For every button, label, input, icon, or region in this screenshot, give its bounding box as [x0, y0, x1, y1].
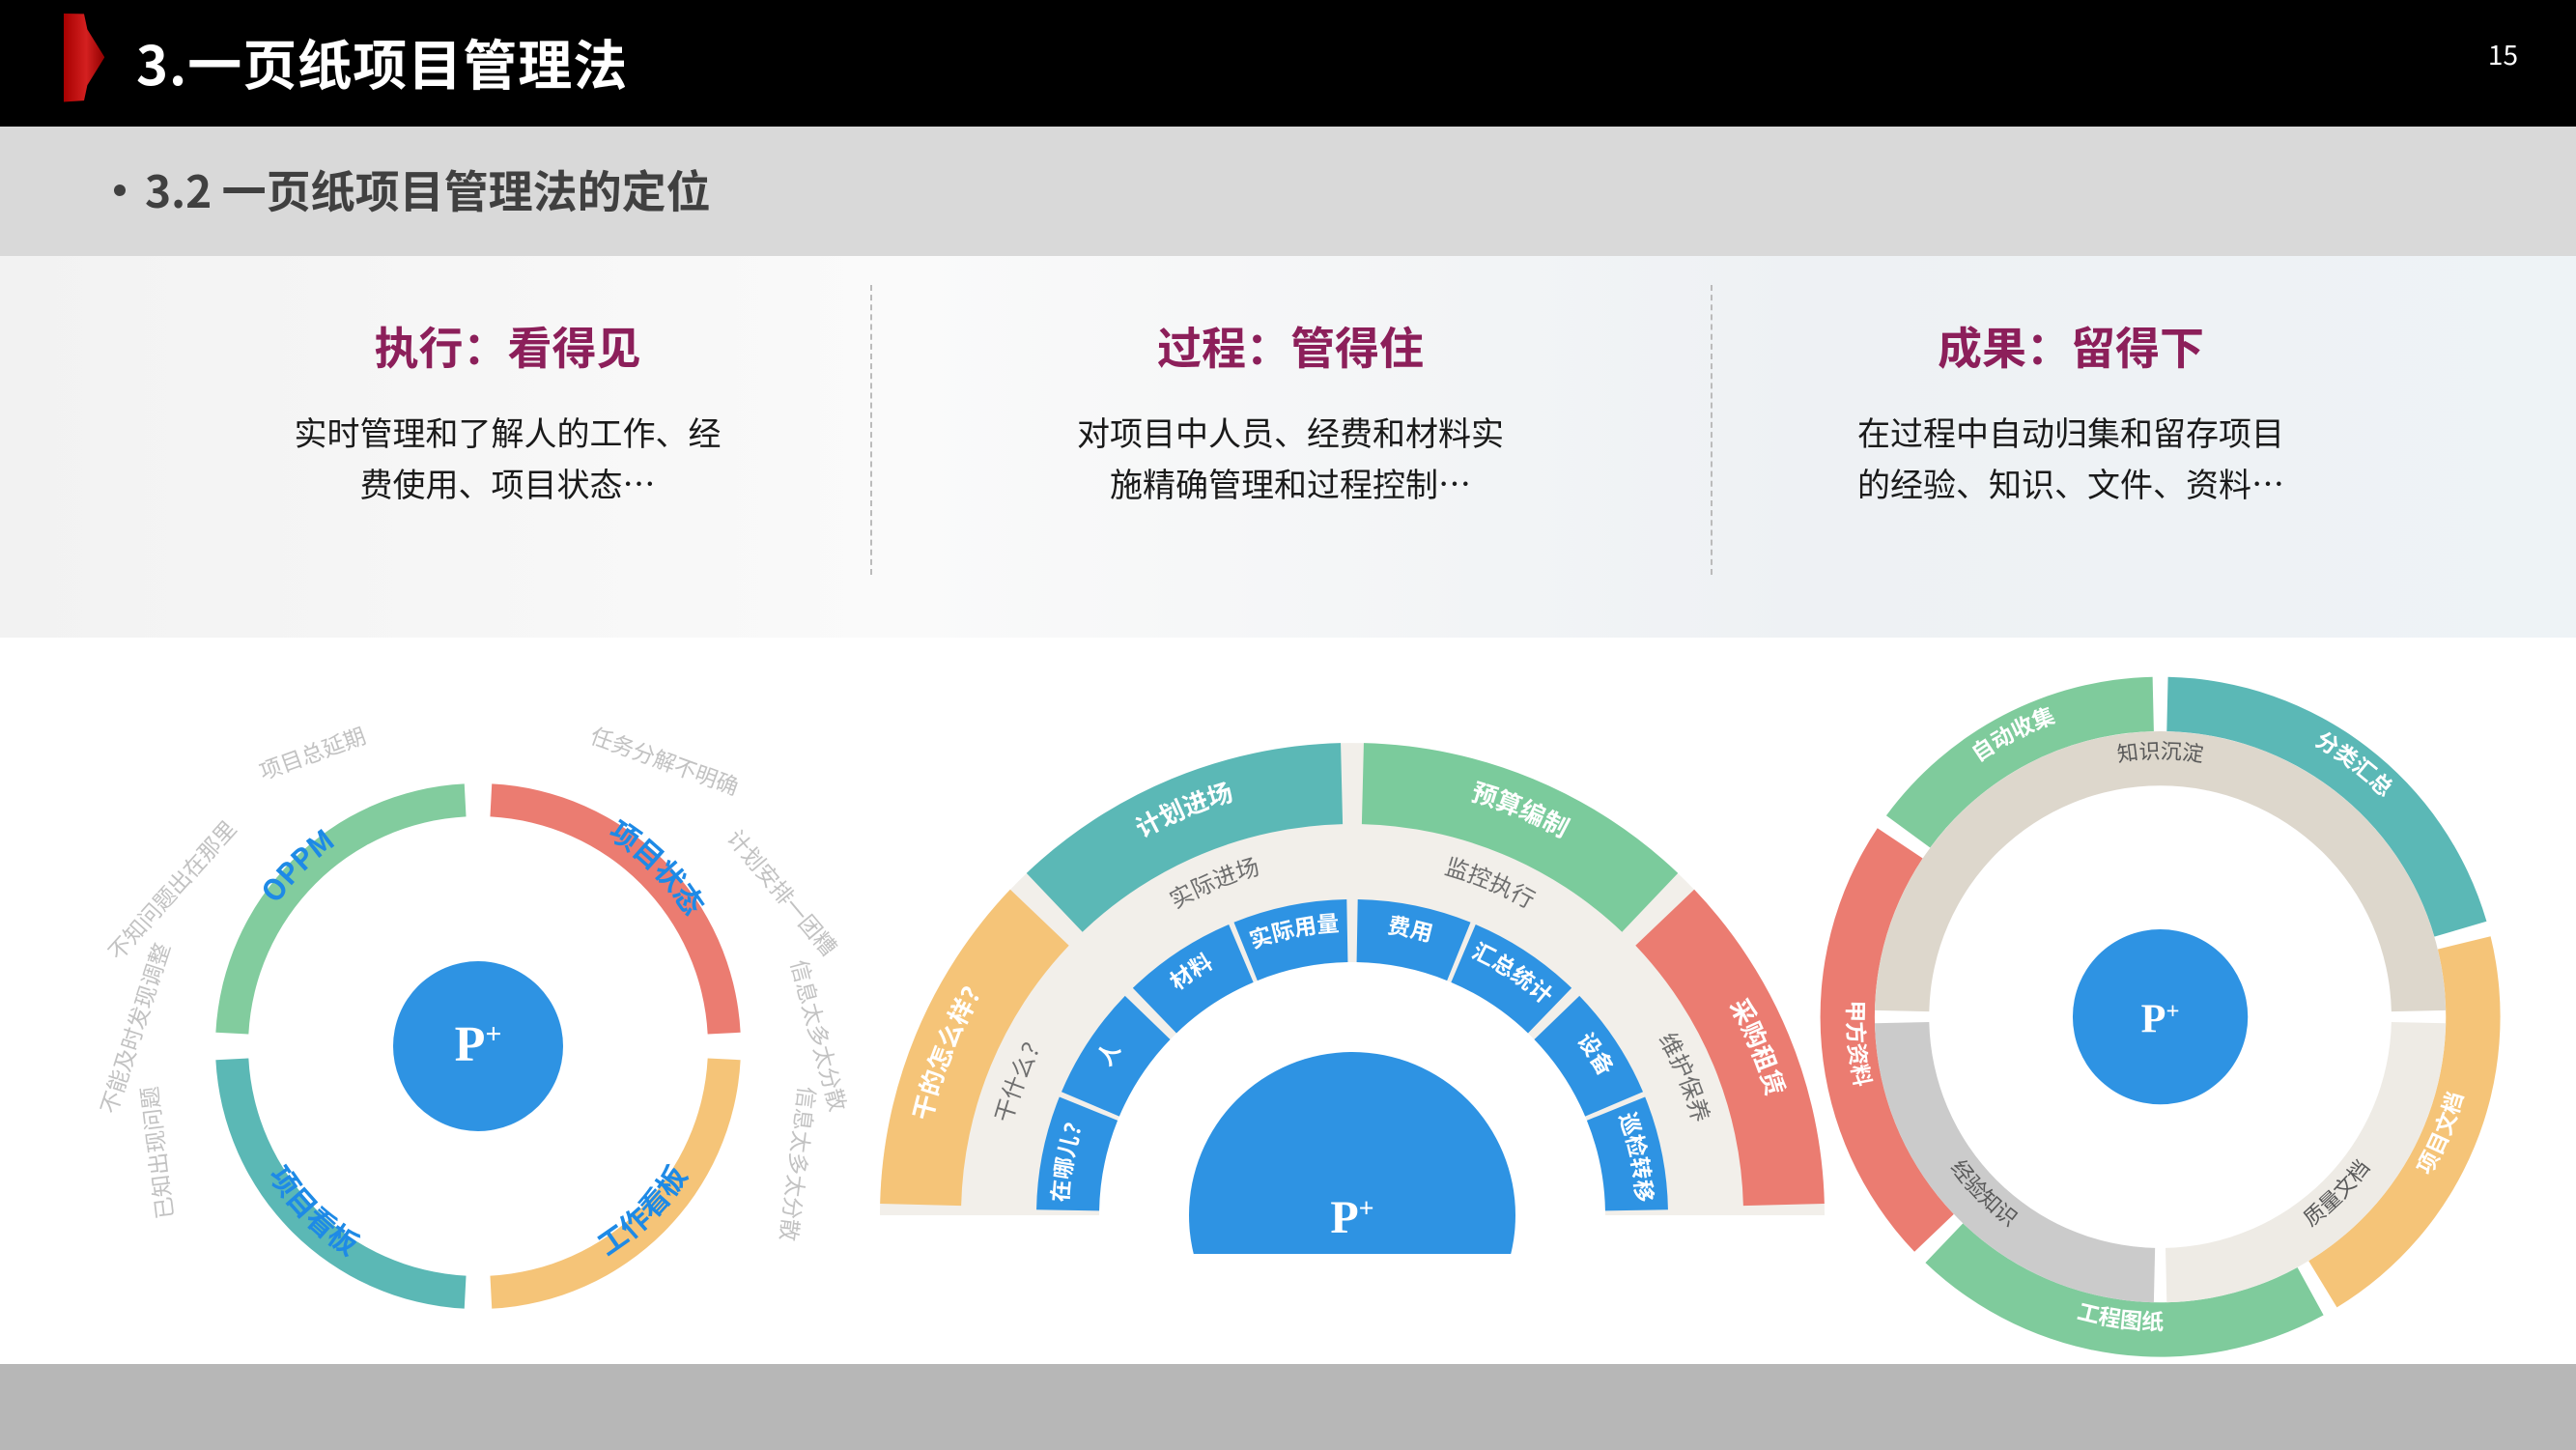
svg-text:任务分解不明确: 任务分解不明确: [586, 718, 744, 802]
svg-text:信息太多太分散: 信息太多太分散: [774, 1085, 825, 1243]
svg-text:项目总延期: 项目总延期: [254, 718, 370, 786]
svg-text:已知出现问题: 已知出现问题: [131, 1085, 181, 1221]
svg-text:不知问题出在那里: 不知问题出在那里: [99, 812, 242, 966]
svg-text:计划安排一团糟: 计划安排一团糟: [721, 821, 846, 961]
